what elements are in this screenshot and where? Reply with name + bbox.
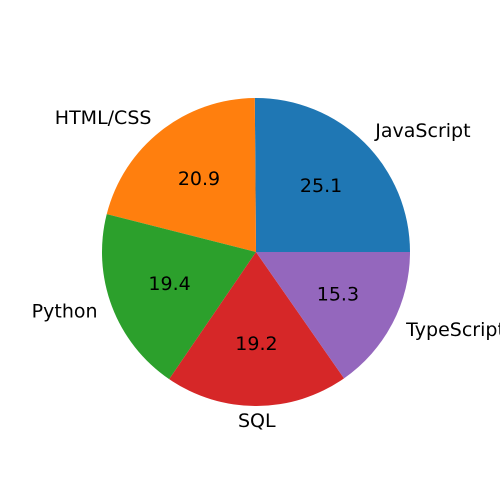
pie-value-html-css: 20.9 bbox=[178, 168, 220, 190]
pie-slice-typescript bbox=[256, 252, 410, 379]
pie-label-html-css: HTML/CSS bbox=[55, 107, 152, 129]
pie-slice-python bbox=[102, 214, 256, 380]
pie-slice-sql bbox=[169, 252, 345, 406]
pie-slice-javascript bbox=[254, 98, 410, 252]
pie-labels: JavaScript 25.1 HTML/CSS 20.9 Python 19.4 SQL 1… bbox=[32, 107, 500, 432]
pie-value-python: 19.4 bbox=[148, 273, 190, 295]
pie-value-javascript: 25.1 bbox=[300, 175, 342, 197]
pie-label-javascript: JavaScript bbox=[374, 120, 470, 142]
pie-slices bbox=[102, 98, 410, 406]
pie-label-sql: SQL bbox=[238, 410, 276, 432]
pie-label-python: Python bbox=[32, 300, 98, 322]
pie-value-sql: 19.2 bbox=[235, 333, 277, 355]
pie-slice-html-css bbox=[106, 98, 256, 252]
pie-value-typescript: 15.3 bbox=[317, 283, 359, 305]
pie-label-typescript: TypeScript bbox=[405, 319, 500, 341]
